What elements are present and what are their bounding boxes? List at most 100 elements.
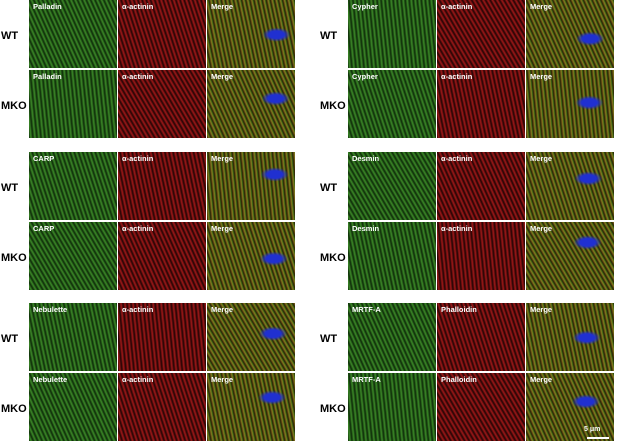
panel-carp-wt: CARP [29,152,117,220]
row-label-left-4: WT [1,333,19,345]
micrograph-image [526,70,614,138]
panel-merge-wt: Merge [526,303,614,371]
panel-label: Merge [530,2,553,11]
panel-label: Cypher [352,2,378,11]
panel-label: Nebulette [33,375,68,384]
panel-label: α-actinin [122,305,154,314]
row-label-right-5: MKO [320,403,346,415]
panel-label: α-actinin [122,154,154,163]
micrograph-image [348,373,436,441]
panel-carp-mko: CARP [29,222,117,290]
row-label-left-5: MKO [1,403,27,415]
row-label-right-2: WT [320,182,338,194]
panel-label: Phalloidin [441,375,477,384]
panel-cypher-wt: Cypher [348,0,436,68]
micrograph-image [118,222,206,290]
micrograph-image [526,0,614,68]
panel-label: Cypher [352,72,378,81]
row-label-right-4: WT [320,333,338,345]
panel-label: α-actinin [441,72,473,81]
panel-phalloidin-mko: Phalloidin [437,373,525,441]
panel-label: Merge [211,2,234,11]
panel-label: Desmin [352,154,380,163]
panel-actinin-mko: α-actinin [118,373,206,441]
micrograph-image [437,222,525,290]
micrograph-image [118,0,206,68]
row-label-right-0: WT [320,30,338,42]
panel-actinin-mko: α-actinin [118,70,206,138]
panel-merge-mko: Merge [207,222,295,290]
micrograph-image [118,152,206,220]
panel-label: Merge [211,375,234,384]
panel-label: Merge [211,72,234,81]
micrograph-image [29,152,117,220]
panel-actinin-wt: α-actinin [437,0,525,68]
panel-label: Nebulette [33,305,68,314]
panel-label: Merge [211,154,234,163]
panel-label: Merge [211,305,234,314]
micrograph-image [526,152,614,220]
micrograph-image [526,373,614,441]
panel-label: Palladin [33,72,62,81]
micrograph-image [29,373,117,441]
row-label-right-1: MKO [320,100,346,112]
panel-merge-mko: Merge [526,70,614,138]
panel-label: α-actinin [441,224,473,233]
panel-merge-mko: Merge [207,70,295,138]
micrograph-image [526,222,614,290]
micrograph-image [118,303,206,371]
micrograph-image [348,0,436,68]
panel-label: Merge [530,305,553,314]
row-label-left-3: MKO [1,252,27,264]
panel-merge-wt: Merge [207,303,295,371]
micrograph-image [29,70,117,138]
panel-phalloidin-wt: Phalloidin [437,303,525,371]
micrograph-image [437,152,525,220]
panel-merge-mko: Merge [526,222,614,290]
panel-label: Merge [530,72,553,81]
panel-label: Merge [211,224,234,233]
panel-merge-wt: Merge [207,0,295,68]
scale-bar-label: 5 μm [584,426,601,433]
panel-actinin-mko: α-actinin [118,222,206,290]
panel-merge-wt: Merge [207,152,295,220]
panel-mrtfa-wt: MRTF-A [348,303,436,371]
panel-label: α-actinin [122,2,154,11]
micrograph-image [437,70,525,138]
micrograph-image [207,222,295,290]
micrograph-image [526,303,614,371]
panel-actinin-wt: α-actinin [118,152,206,220]
panel-palladin-mko: Palladin [29,70,117,138]
panel-label: CARP [33,224,55,233]
panel-label: α-actinin [122,224,154,233]
panel-label: Merge [530,375,553,384]
panel-label: MRTF-A [352,375,381,384]
micrograph-image [118,70,206,138]
micrograph-image [207,152,295,220]
micrograph-image [207,70,295,138]
panel-merge-mko: Merge [526,373,614,441]
panel-nebulette-mko: Nebulette [29,373,117,441]
row-label-left-2: WT [1,182,19,194]
panel-actinin-wt: α-actinin [437,152,525,220]
panel-label: Desmin [352,224,380,233]
panel-actinin-mko: α-actinin [437,70,525,138]
panel-label: CARP [33,154,55,163]
micrograph-image [207,0,295,68]
micrograph-image [437,303,525,371]
scale-bar [587,437,609,439]
panel-palladin-wt: Palladin [29,0,117,68]
micrograph-image [348,303,436,371]
row-label-right-3: MKO [320,252,346,264]
panel-actinin-wt: α-actinin [118,0,206,68]
panel-label: α-actinin [122,375,154,384]
panel-label: α-actinin [122,72,154,81]
micrograph-image [207,303,295,371]
micrograph-image [348,152,436,220]
panel-merge-wt: Merge [526,152,614,220]
panel-desmin-mko: Desmin [348,222,436,290]
panel-label: Palladin [33,2,62,11]
panel-mrtfa-mko: MRTF-A [348,373,436,441]
panel-cypher-mko: Cypher [348,70,436,138]
panel-nebulette-wt: Nebulette [29,303,117,371]
